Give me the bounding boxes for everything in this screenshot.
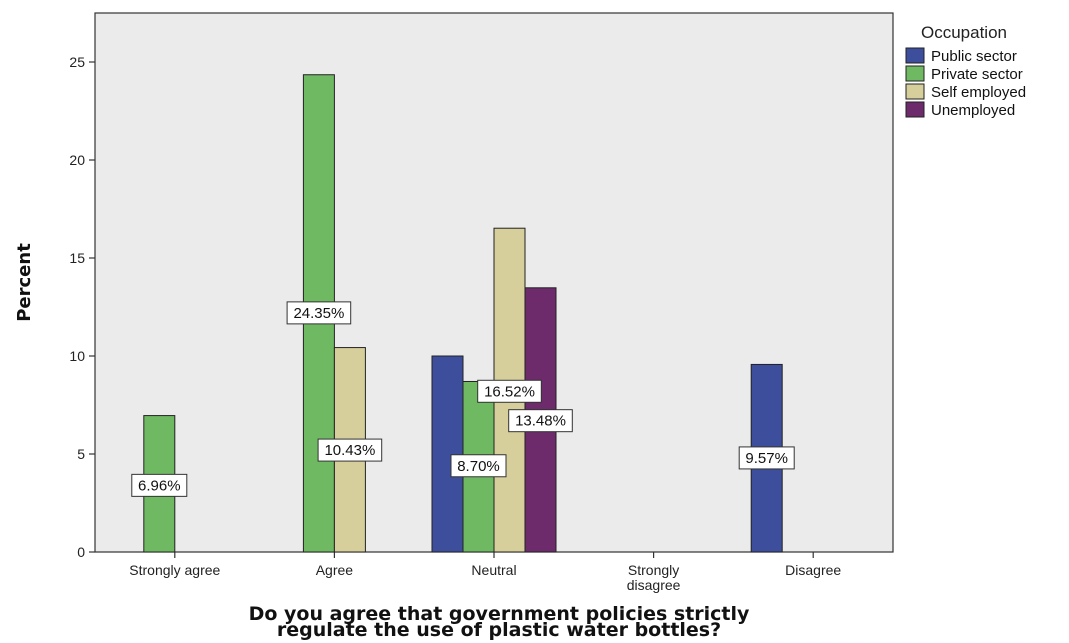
data-label: 24.35%	[293, 305, 344, 322]
data-label-box	[738, 446, 795, 470]
legend-title: Occupation	[921, 23, 1007, 42]
data-label: 13.48%	[515, 413, 566, 430]
x-axis-label-line: Do you agree that government policies st…	[249, 603, 750, 625]
legend-swatch	[905, 83, 925, 100]
data-label-box	[131, 473, 188, 497]
data-label: 10.43%	[324, 442, 375, 459]
data-label: 16.52%	[484, 383, 535, 400]
x-category-label-line: Neutral	[471, 562, 516, 578]
y-axis-label: Percent	[14, 243, 35, 322]
x-category-label: Strongly disagree	[627, 562, 681, 593]
legend-entry-label: Private sector	[931, 66, 1023, 83]
y-tick-label: 5	[77, 446, 85, 462]
data-label-box	[450, 454, 507, 478]
legend-swatch	[905, 65, 925, 82]
data-label: 8.70%	[457, 458, 500, 475]
x-category-label-line: Disagree	[785, 562, 841, 578]
y-tick-label: 20	[69, 152, 85, 168]
legend-swatch	[905, 101, 925, 118]
data-label-box	[508, 409, 573, 433]
y-tick-label: 10	[69, 348, 85, 364]
x-category-label-line: disagree	[627, 577, 681, 593]
x-axis-label-line: regulate the use of plastic water bottle…	[277, 619, 721, 641]
y-tick-label: 25	[69, 54, 85, 70]
x-category-label: Agree	[316, 562, 354, 578]
x-category-label: Disagree	[785, 562, 841, 578]
data-label-box	[317, 438, 383, 462]
legend-entry-label: Public sector	[931, 48, 1017, 65]
x-category-label-line: Agree	[316, 562, 354, 578]
x-category-label-line: Strongly	[628, 562, 679, 578]
legend-entry-label: Self employed	[931, 84, 1026, 101]
x-category-label-line: Strongly agree	[129, 562, 220, 578]
x-axis-label: Do you agree that government policies st…	[249, 603, 750, 641]
data-label-box	[286, 301, 352, 325]
data-label: 6.96%	[138, 477, 181, 494]
data-label-box	[477, 379, 542, 403]
y-tick-label: 15	[69, 250, 85, 266]
bar	[431, 355, 464, 553]
legend-entry-label: Unemployed	[931, 102, 1015, 119]
x-category-label: Neutral	[471, 562, 516, 578]
legend-swatch	[905, 47, 925, 64]
x-category-label: Strongly agree	[129, 562, 220, 578]
y-tick-label: 0	[77, 544, 85, 560]
data-label: 9.57%	[745, 450, 788, 467]
